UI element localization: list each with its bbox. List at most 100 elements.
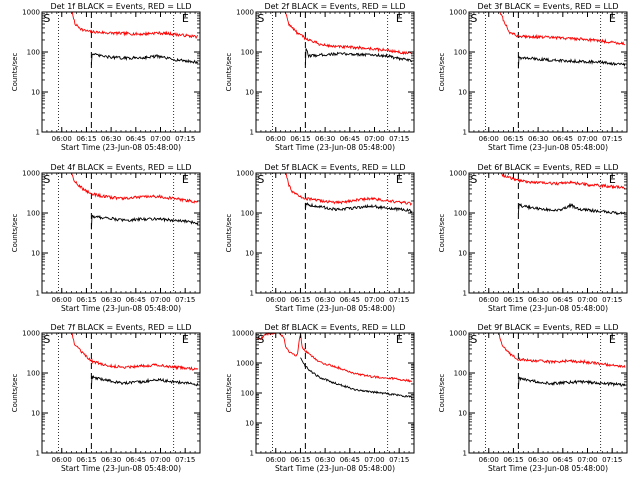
- y-tick-label: 1: [36, 290, 40, 298]
- x-tick-label: 06:00: [479, 135, 499, 143]
- panel-det-2: Det 2f BLACK = Events, RED = LLD 1 10 100 10…: [225, 2, 415, 152]
- x-tick-label: 06:00: [52, 135, 72, 143]
- x-tick-label: 06:30: [528, 296, 548, 304]
- y-tick-label: 1000: [236, 9, 254, 17]
- plot-frame: [255, 332, 415, 454]
- panel-title: Det 9f BLACK = Events, RED = LLD: [477, 323, 618, 332]
- y-tick-label: 100: [454, 49, 467, 57]
- series-events: [300, 357, 413, 399]
- marker-e: E: [609, 12, 616, 25]
- x-tick-label: 06:45: [340, 296, 360, 304]
- series-lld: [256, 172, 413, 206]
- x-tick-label: 06:45: [126, 296, 146, 304]
- y-tick-label: 100: [241, 210, 254, 218]
- x-tick-label: 07:15: [389, 296, 409, 304]
- plot-frame: [468, 172, 628, 294]
- x-tick-label: 07:15: [389, 456, 409, 464]
- x-tick-label: 06:15: [503, 135, 523, 143]
- y-tick-label: 1000: [449, 330, 467, 338]
- x-axis-label: Start Time (23-Jun-08 05:48:00): [61, 143, 181, 152]
- x-tick-label: 07:00: [577, 456, 597, 464]
- y-tick-label: 1000: [22, 170, 40, 178]
- y-tick-label: 1: [463, 129, 467, 137]
- x-tick-label: 06:30: [101, 135, 121, 143]
- marker-e: E: [182, 12, 189, 25]
- series-events: [90, 53, 199, 65]
- x-tick-label: 06:30: [315, 296, 335, 304]
- x-tick-label: 07:15: [602, 135, 622, 143]
- series-lld: [42, 172, 199, 204]
- y-tick-label: 100: [27, 370, 40, 378]
- y-tick-label: 1: [463, 450, 467, 458]
- x-tick-label: 06:15: [503, 296, 523, 304]
- series-events: [304, 202, 413, 213]
- x-axis-label: Start Time (23-Jun-08 05:48:00): [488, 304, 608, 313]
- y-tick-label: 1: [250, 450, 254, 458]
- x-axis-label: Start Time (23-Jun-08 05:48:00): [488, 464, 608, 473]
- marker-e: E: [609, 173, 616, 186]
- x-tick-label: 06:00: [479, 296, 499, 304]
- panel-title: Det 2f BLACK = Events, RED = LLD: [264, 2, 405, 11]
- y-axis-label: Counts/sec: [225, 53, 233, 92]
- marker-s: S: [257, 333, 264, 346]
- y-tick-label: 1: [36, 129, 40, 137]
- x-tick-label: 07:15: [389, 135, 409, 143]
- y-tick-label: 10: [458, 89, 467, 97]
- x-axis-label: Start Time (23-Jun-08 05:48:00): [61, 464, 181, 473]
- plot-frame: [255, 172, 415, 294]
- y-tick-label: 1: [250, 290, 254, 298]
- marker-e: E: [396, 173, 403, 186]
- y-tick-label: 1: [36, 450, 40, 458]
- series-events: [517, 202, 626, 216]
- x-tick-label: 06:00: [266, 456, 286, 464]
- y-tick-label: 100: [27, 49, 40, 57]
- x-tick-label: 06:30: [101, 456, 121, 464]
- series-events: [304, 48, 413, 65]
- x-tick-label: 07:15: [175, 296, 195, 304]
- panel-title: Det 5f BLACK = Events, RED = LLD: [264, 163, 405, 172]
- y-axis-label: Counts/sec: [11, 53, 19, 92]
- x-tick-label: 07:00: [577, 135, 597, 143]
- panel-title: Det 4f BLACK = Events, RED = LLD: [50, 163, 191, 172]
- x-tick-label: 06:00: [266, 296, 286, 304]
- marker-s: S: [43, 12, 50, 25]
- y-tick-label: 10000: [232, 330, 254, 338]
- series-lld: [42, 11, 199, 40]
- marker-s: S: [470, 333, 477, 346]
- plot-frame: [468, 11, 628, 133]
- series-lld: [469, 332, 626, 368]
- series-lld: [469, 172, 626, 190]
- x-axis-label: Start Time (23-Jun-08 05:48:00): [275, 304, 395, 313]
- y-tick-label: 10: [245, 420, 254, 428]
- series-events: [90, 214, 199, 230]
- x-tick-label: 06:45: [340, 135, 360, 143]
- panel-det-6: Det 6f BLACK = Events, RED = LLD 1 10 100 10…: [438, 163, 628, 313]
- x-tick-label: 06:15: [76, 296, 96, 304]
- y-axis-label: Counts/sec: [225, 214, 233, 253]
- x-tick-label: 06:15: [76, 456, 96, 464]
- series-lld: [469, 11, 626, 46]
- x-tick-label: 06:45: [553, 296, 573, 304]
- y-tick-label: 100: [454, 370, 467, 378]
- x-tick-label: 06:15: [290, 456, 310, 464]
- plot-frame: [41, 332, 201, 454]
- x-tick-label: 07:00: [150, 456, 170, 464]
- y-tick-label: 10: [458, 410, 467, 418]
- x-tick-label: 06:15: [290, 296, 310, 304]
- plot-frame: [255, 11, 415, 133]
- y-tick-label: 10: [31, 250, 40, 258]
- x-tick-label: 06:30: [315, 456, 335, 464]
- x-axis-label: Start Time (23-Jun-08 05:48:00): [488, 143, 608, 152]
- x-tick-label: 06:45: [340, 456, 360, 464]
- x-tick-label: 07:15: [175, 456, 195, 464]
- x-tick-label: 07:15: [602, 456, 622, 464]
- y-tick-label: 100: [241, 49, 254, 57]
- y-tick-label: 100: [241, 390, 254, 398]
- x-tick-label: 06:15: [290, 135, 310, 143]
- y-tick-label: 100: [454, 210, 467, 218]
- marker-s: S: [470, 12, 477, 25]
- x-tick-label: 06:45: [126, 456, 146, 464]
- marker-e: E: [396, 12, 403, 25]
- y-tick-label: 10: [245, 250, 254, 258]
- panel-det-1: Det 1f BLACK = Events, RED = LLD 1 10 100 10…: [11, 2, 201, 152]
